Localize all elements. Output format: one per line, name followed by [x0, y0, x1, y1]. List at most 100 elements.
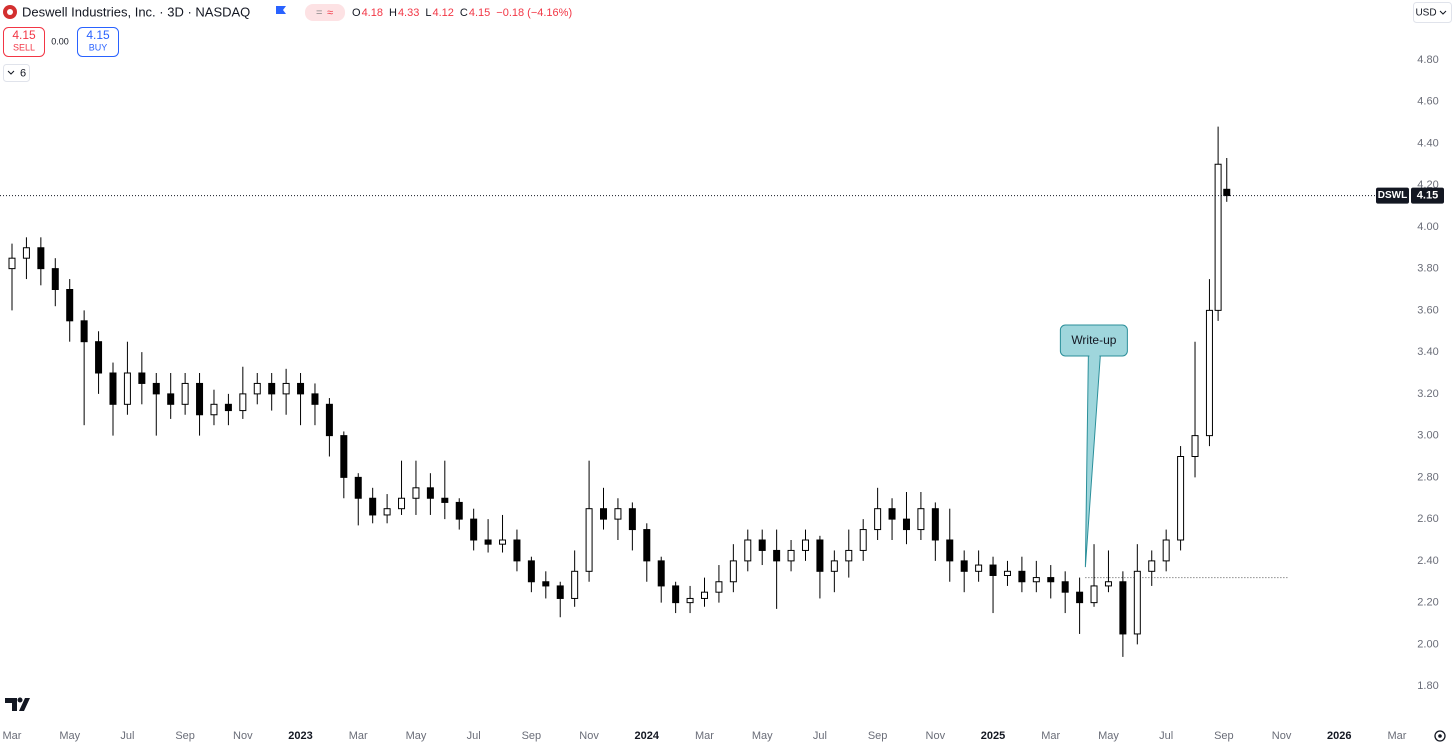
- candle-body: [239, 393, 247, 412]
- ohlc-key: C: [460, 7, 468, 19]
- settings-icon: [1438, 734, 1442, 738]
- candle-body: [325, 403, 333, 437]
- candle-body: [801, 539, 809, 551]
- candle-body: [960, 560, 968, 572]
- candle-body: [1223, 188, 1231, 197]
- candle-body: [614, 508, 622, 520]
- candle-body: [167, 393, 175, 405]
- candle-body: [268, 382, 276, 395]
- y-tick-label: 2.20: [1417, 597, 1438, 609]
- status-icon: ≈: [327, 7, 333, 19]
- candle-body: [975, 564, 983, 572]
- indicator-toggle[interactable]: [3, 64, 30, 82]
- candle-body: [138, 372, 146, 384]
- candle-body: [830, 560, 838, 572]
- x-tick-label: Mar: [695, 730, 714, 742]
- callout-pointer: [1084, 354, 1101, 568]
- candle-body: [571, 570, 579, 599]
- candle-body: [859, 529, 867, 551]
- candle-body: [340, 435, 348, 478]
- candle-body: [773, 549, 781, 562]
- y-tick-label: 3.40: [1417, 346, 1438, 358]
- buy-price: 4.15: [86, 28, 110, 42]
- tv-logo-dot: [17, 697, 23, 703]
- x-tick-label: May: [1098, 730, 1119, 742]
- candle-body: [297, 382, 305, 395]
- candle-body: [744, 539, 752, 562]
- ohlc-key: O: [352, 7, 361, 19]
- x-tick-label: Jul: [467, 730, 481, 742]
- chevron: [7, 70, 15, 75]
- candle-body: [902, 518, 910, 531]
- x-tick-label: 2024: [635, 730, 660, 742]
- x-tick-label: Sep: [868, 730, 888, 742]
- y-tick-label: 4.00: [1417, 221, 1438, 233]
- candle-body: [196, 382, 204, 416]
- x-tick-label: Sep: [522, 730, 542, 742]
- indicator-count: 6: [20, 67, 26, 79]
- x-tick-label: May: [59, 730, 80, 742]
- symbol-logo-inner: [7, 9, 13, 15]
- y-tick-label: 2.40: [1417, 555, 1438, 567]
- candle-body: [686, 597, 694, 604]
- y-tick-label: 3.20: [1417, 388, 1438, 400]
- candle-body: [369, 497, 377, 516]
- sell-button[interactable]: [3, 27, 45, 57]
- candle-body: [542, 581, 550, 587]
- candle-body: [455, 501, 463, 520]
- candle-body: [758, 539, 766, 551]
- candle-body: [383, 508, 391, 516]
- x-tick-label: Mar: [3, 730, 22, 742]
- candle-body: [701, 591, 708, 599]
- candle-body: [1177, 456, 1185, 541]
- candle-body: [152, 382, 160, 395]
- x-tick-label: May: [752, 730, 773, 742]
- y-tick-label: 4.80: [1417, 54, 1438, 66]
- candle-body: [80, 320, 88, 343]
- candle-body: [95, 341, 103, 374]
- price-tag-label: 4.15: [1417, 189, 1438, 201]
- candle-body: [1214, 163, 1222, 311]
- ohlc-legend: O 4.18 H 4.33 L 4.12 C 4.15 −0.18 (−4.16%): [352, 7, 572, 19]
- sell-price: 4.15: [12, 28, 36, 42]
- candle-body: [657, 560, 665, 587]
- candle-body: [37, 247, 45, 270]
- settings-button[interactable]: [1434, 730, 1446, 742]
- candle-body: [311, 393, 319, 405]
- x-tick-label: 2023: [288, 730, 312, 742]
- candle-body: [499, 539, 507, 545]
- price-tag: [1411, 187, 1444, 204]
- x-tick-label: 2025: [981, 730, 1005, 742]
- y-tick-label: 2.80: [1417, 471, 1438, 483]
- ohlc-key: H: [389, 7, 397, 19]
- callout-seam: [1089, 354, 1100, 357]
- candle-body: [109, 372, 117, 405]
- y-tick-label: 3.80: [1417, 263, 1438, 275]
- candle-body: [931, 508, 939, 541]
- currency-button[interactable]: [1413, 2, 1452, 23]
- candle-body: [585, 508, 593, 572]
- candle-body: [210, 403, 218, 416]
- buy-label: BUY: [89, 42, 108, 52]
- candle-body: [1162, 539, 1170, 562]
- buy-button[interactable]: [77, 27, 119, 57]
- y-tick-label: 2.00: [1417, 638, 1438, 650]
- ohlc-value: 4.15: [469, 7, 490, 19]
- candle-body: [888, 508, 896, 520]
- flag-icon[interactable]: [276, 6, 286, 14]
- symbol-name[interactable]: Deswell Industries, Inc. · 3D · NASDAQ: [22, 4, 250, 19]
- candle-body: [1104, 581, 1112, 587]
- x-tick-label: Sep: [175, 730, 195, 742]
- tv-logo[interactable]: [5, 698, 30, 711]
- status-pill[interactable]: [305, 4, 345, 21]
- x-tick-label: Mar: [349, 730, 368, 742]
- y-tick-label: 2.60: [1417, 513, 1438, 525]
- sell-label: SELL: [13, 42, 35, 52]
- change: −0.18 (−4.16%): [496, 7, 572, 19]
- candle-body: [527, 560, 535, 583]
- ohlc-value: 4.12: [432, 7, 453, 19]
- x-tick-label: Nov: [1272, 730, 1292, 742]
- y-tick-label: 4.40: [1417, 137, 1438, 149]
